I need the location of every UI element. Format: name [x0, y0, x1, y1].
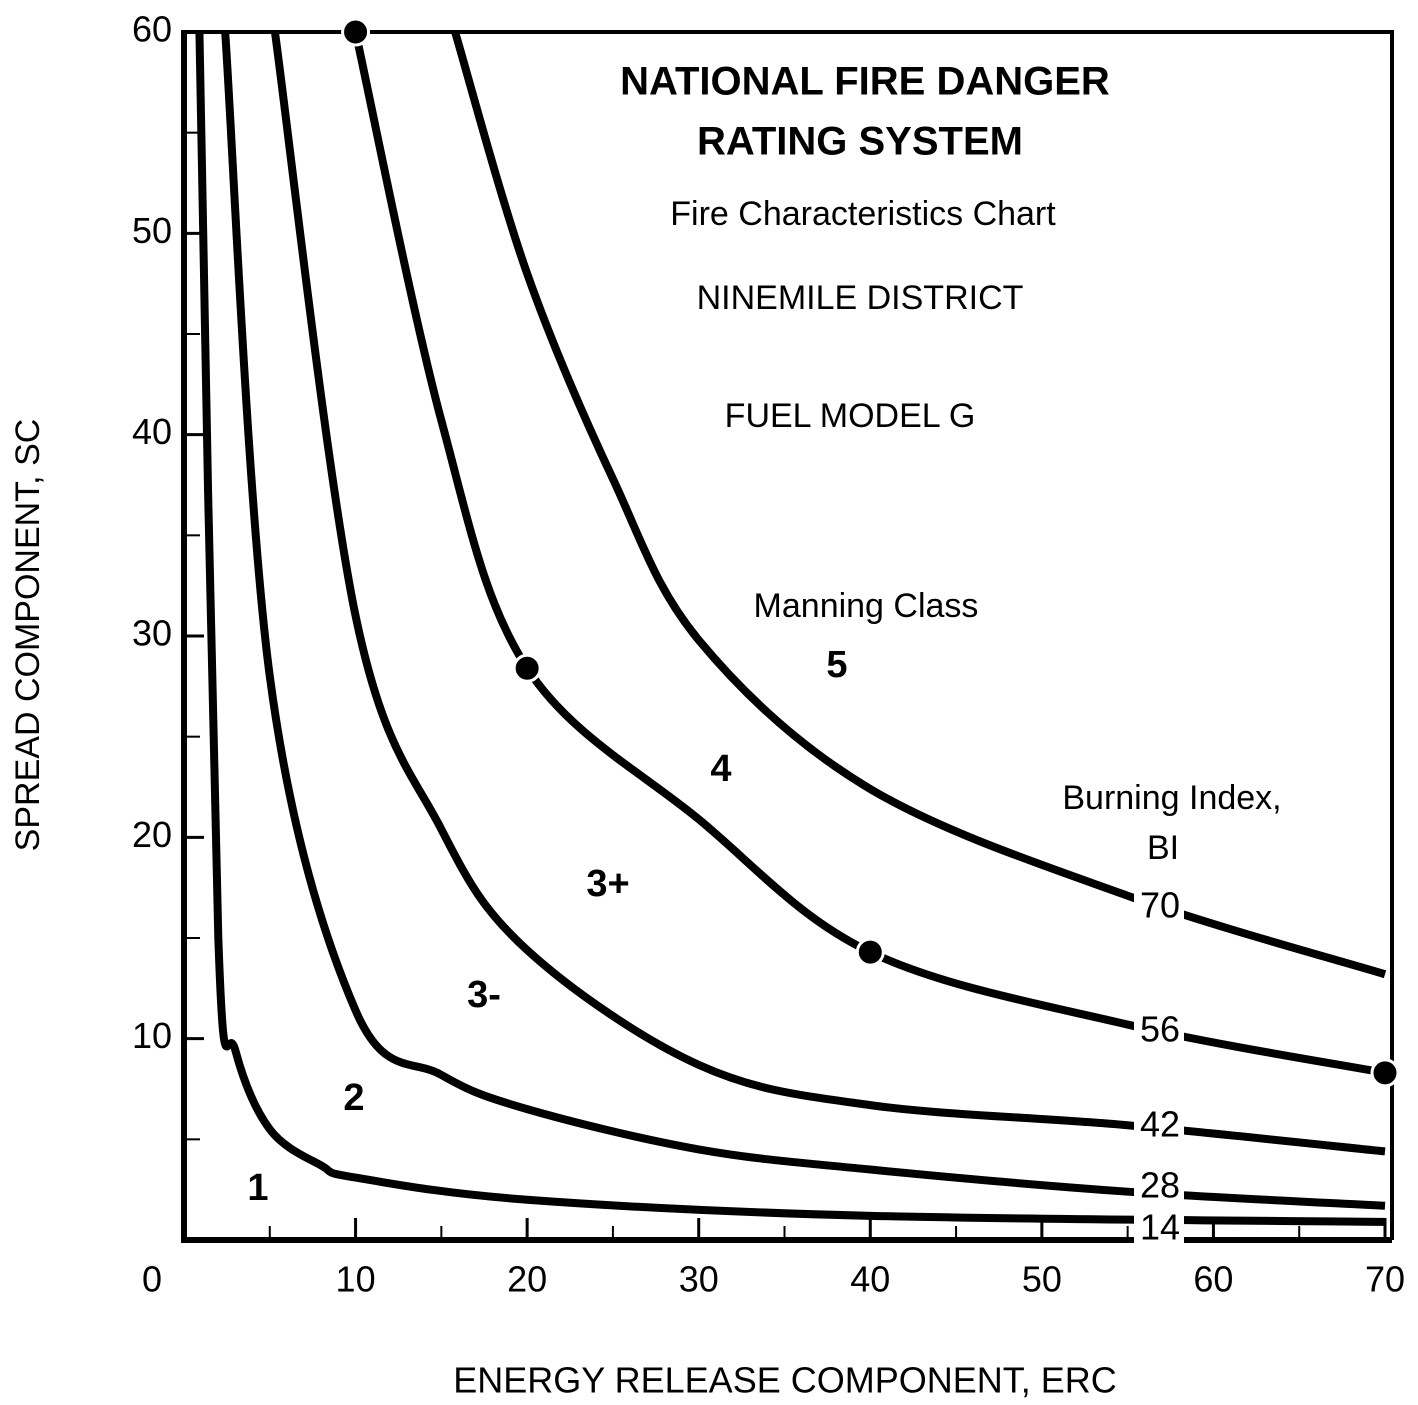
- class-label: 2: [343, 1077, 364, 1119]
- legend-label: 42: [1140, 1104, 1180, 1145]
- marker: [855, 937, 885, 967]
- x-tick-label: 30: [679, 1259, 719, 1300]
- bi-curve: [270, 31, 1386, 1156]
- bi-curve: [195, 31, 1386, 1226]
- x-tick-label: 10: [336, 1259, 376, 1300]
- x-tick-label: 70: [1365, 1259, 1405, 1300]
- y-tick-label: 30: [132, 613, 172, 654]
- y-tick-label: 20: [132, 814, 172, 855]
- class-label: 4: [710, 748, 731, 790]
- bi-curve: [221, 31, 1386, 1210]
- subtitle: Fire Characteristics Chart: [670, 195, 1056, 233]
- x-tick-label: 20: [507, 1259, 547, 1300]
- legend-label: 70: [1140, 885, 1180, 926]
- frame: [184, 30, 1394, 1240]
- chart-title: NATIONAL FIRE DANGER: [620, 60, 1110, 104]
- class-label: 3-: [467, 974, 501, 1016]
- district: NINEMILE DISTRICT: [697, 279, 1024, 317]
- label-gap: [1134, 1107, 1184, 1147]
- marker: [1370, 1058, 1400, 1088]
- class-label: 3+: [586, 863, 629, 905]
- legend-title: BI: [1147, 829, 1179, 867]
- chart-title: RATING SYSTEM: [697, 120, 1023, 164]
- x-axis-label: ENERGY RELEASE COMPONENT, ERC: [453, 1360, 1117, 1401]
- label-gap: [1134, 1012, 1184, 1052]
- y-tick-label: 50: [132, 210, 172, 251]
- bi-curve: [451, 30, 1387, 979]
- y-axis-label: SPREAD COMPONENT, SC: [9, 419, 47, 852]
- y-tick-label: 40: [132, 411, 172, 452]
- legend-label: 56: [1140, 1009, 1180, 1050]
- marker: [512, 653, 542, 683]
- y-tick-label: 10: [132, 1015, 172, 1056]
- legend-label: 28: [1140, 1165, 1180, 1206]
- x-tick-label: 40: [850, 1259, 890, 1300]
- y-tick-label: 60: [132, 9, 172, 50]
- label-gap: [1134, 888, 1184, 928]
- legend-label: 14: [1140, 1207, 1180, 1248]
- class-label: 5: [826, 644, 847, 686]
- fuel-model: FUEL MODEL G: [725, 397, 976, 435]
- legend-title: Burning Index,: [1062, 779, 1281, 817]
- class-label: 1: [247, 1167, 268, 1209]
- marker: [341, 17, 371, 47]
- x-tick-label: 60: [1193, 1259, 1233, 1300]
- label-gap: [1134, 1168, 1184, 1208]
- x-tick-label: 0: [142, 1259, 162, 1300]
- class-title: Manning Class: [754, 587, 979, 625]
- bi-curve: [351, 31, 1386, 1077]
- label-gap: [1134, 1210, 1184, 1250]
- x-tick-label: 50: [1022, 1259, 1062, 1300]
